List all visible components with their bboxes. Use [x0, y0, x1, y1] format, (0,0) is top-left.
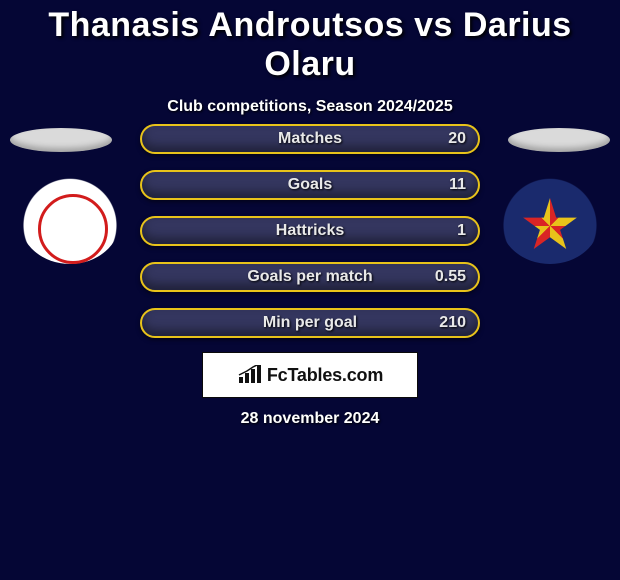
stat-label: Hattricks: [276, 222, 344, 240]
brand-box: FcTables.com: [202, 352, 418, 398]
club-badge-left: [20, 178, 120, 264]
club-badge-right: [500, 178, 600, 264]
stat-row: Goals 11: [140, 170, 480, 200]
brand-text: FcTables.com: [267, 365, 383, 386]
stats-list: Matches 20 Goals 11 Hattricks 1 Goals pe…: [140, 124, 480, 354]
bar-chart-icon: [237, 365, 261, 385]
stat-value: 210: [439, 314, 466, 332]
stat-row: Matches 20: [140, 124, 480, 154]
date-line: 28 november 2024: [0, 410, 620, 428]
player-right-platform: [508, 128, 610, 152]
stat-label: Goals: [288, 176, 332, 194]
stat-value: 0.55: [435, 268, 466, 286]
stat-value: 20: [448, 130, 466, 148]
stat-label: Goals per match: [247, 268, 372, 286]
player-left-platform: [10, 128, 112, 152]
stat-row: Goals per match 0.55: [140, 262, 480, 292]
stat-value: 11: [449, 176, 466, 194]
stat-label: Matches: [278, 130, 342, 148]
subtitle: Club competitions, Season 2024/2025: [0, 98, 620, 116]
stat-value: 1: [457, 222, 466, 240]
stat-row: Min per goal 210: [140, 308, 480, 338]
stat-label: Min per goal: [263, 314, 357, 332]
stat-row: Hattricks 1: [140, 216, 480, 246]
page-title: Thanasis Androutsos vs Darius Olaru: [0, 0, 620, 84]
